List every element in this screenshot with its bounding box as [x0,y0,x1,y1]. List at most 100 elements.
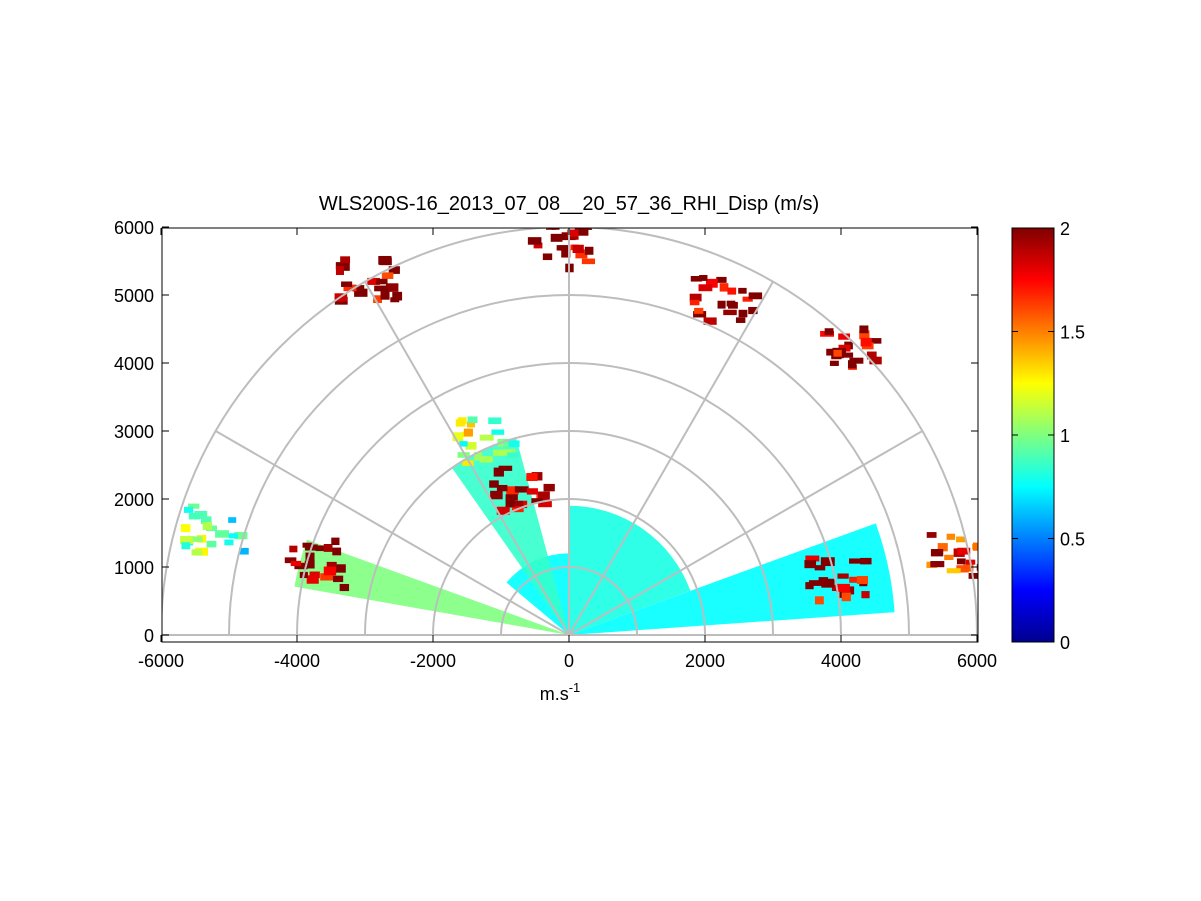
data-cell-1-0 [849,558,863,564]
data-cell-5-5 [738,309,748,318]
data-cell-6-16 [866,351,877,360]
data-cell-0-14 [514,486,529,493]
chart-title: WLS200S-16_2013_07_08__20_57_36_RHI_Disp… [319,193,819,215]
x-axis-label: m.s-1 [540,680,581,704]
data-cell-1-7 [837,573,849,579]
data-cell-9-5 [200,516,212,524]
data-cell-5-20 [694,307,704,314]
data-cell-6-4 [840,352,854,358]
data-cell-9-19 [183,506,194,513]
data-cell-3-15 [457,452,470,458]
data-cell-9-21 [206,540,217,548]
colorbar [1011,227,1055,643]
data-cell-0-7 [489,480,499,488]
data-cell-5-16 [726,300,736,307]
data-cell-3-14 [465,442,477,450]
data-cell-6-15 [826,348,838,356]
data-cell-0-4 [506,486,519,495]
data-cell-5-7 [716,276,727,283]
data-cell-2-8 [305,552,315,562]
data-cell-0-12 [526,473,538,481]
data-cell-9-10 [202,522,212,531]
data-cell-0-21 [531,498,543,504]
data-cell-2-11 [331,537,340,546]
data-cell-3-3 [466,421,476,428]
polar-grid [162,228,978,636]
y-tick-label-4: 4000 [114,354,154,374]
data-cell-3-21 [507,452,520,458]
y-tick-label-3: 3000 [114,422,154,442]
data-cell-6-5 [859,330,870,340]
data-cell-5-11 [717,300,726,309]
colorbar-tick-label-2: 1 [1060,426,1070,446]
data-cell-6-3 [849,357,864,364]
data-cell-1-6 [808,580,823,586]
data-cell-4-0 [530,228,540,229]
data-cell-7-1 [385,283,399,292]
data-cell-7-17 [379,257,392,266]
data-cell-7-6 [354,288,368,297]
data-cell-4-8 [561,249,571,258]
data-cell-6-8 [869,356,882,365]
data-cell-2-17 [306,575,319,584]
data-cell-9-17 [188,512,201,520]
data-cell-5-18 [727,287,737,295]
data-cell-7-20 [376,278,388,285]
y-tick-label-5: 5000 [114,286,154,306]
data-cell-3-18 [491,429,505,435]
data-cell-9-3 [180,536,194,545]
data-cell-7-16 [340,256,351,264]
data-cell-8-18 [957,547,971,555]
y-tick-label-0: 0 [144,626,154,646]
data-cell-8-8 [944,554,954,561]
data-cell-6-19 [833,349,842,357]
data-cell-4-6 [574,228,589,236]
data-cell-9-9 [215,530,230,538]
data-cell-1-5 [814,596,824,605]
data-cell-6-13 [847,360,857,369]
data-cell-8-11 [972,542,978,551]
data-sector-0 [569,523,895,635]
data-cell-5-14 [699,275,708,281]
data-cell-0-17 [496,484,508,492]
data-cell-8-21 [930,561,945,568]
data-cell-8-10 [956,558,966,565]
data-cell-2-1 [320,573,334,581]
data-cell-2-9 [326,561,337,568]
data-cell-7-19 [335,265,344,275]
data-cell-7-15 [380,290,390,300]
data-cell-2-0 [315,545,329,552]
y-tick-label-6: 6000 [114,218,154,238]
data-cell-4-21 [550,233,563,242]
data-cell-0-9 [493,467,504,477]
data-cell-9-6 [228,517,237,523]
data-cell-4-9 [575,249,588,259]
data-cell-1-13 [836,583,850,593]
data-cell-0-15 [538,499,552,508]
data-cell-2-7 [323,543,333,552]
spoke-120 [364,281,570,636]
data-cell-1-17 [861,591,870,599]
x-tick-label-2: -2000 [410,651,456,671]
data-cell-2-4 [339,583,350,592]
data-cell-2-15 [284,557,297,564]
data-cell-7-13 [343,284,357,292]
data-cell-7-7 [381,272,394,279]
y-axis: 0 1000 2000 3000 4000 5000 6000 [114,218,978,646]
data-cell-5-15 [723,309,737,316]
data-cell-4-20 [581,258,596,265]
data-cell-5-9 [689,299,700,306]
data-cell-6-12 [829,360,839,366]
data-cell-1-9 [849,577,863,583]
data-cell-8-7 [956,565,969,573]
data-cell-8-14 [986,569,996,576]
data-cell-5-10 [705,278,718,288]
data-cell-6-2 [871,338,882,344]
data-cell-3-19 [459,441,468,447]
data-cell-3-5 [452,432,464,442]
data-cell-0-2 [543,483,555,492]
y-tick-label-2: 2000 [114,490,154,510]
data-cell-3-9 [479,434,494,441]
data-cell-6-14 [824,328,834,336]
y-tick-label-1: 1000 [114,558,154,578]
